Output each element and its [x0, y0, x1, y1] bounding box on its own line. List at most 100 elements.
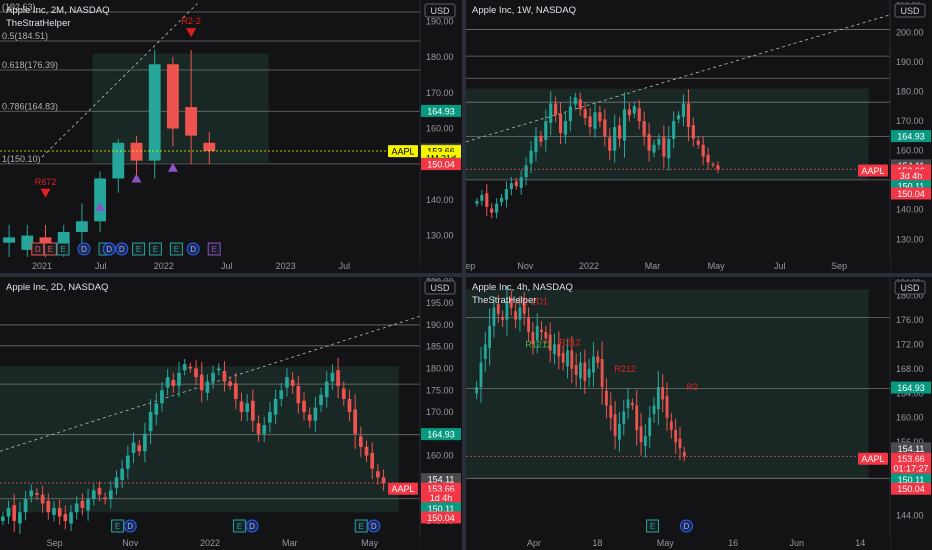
dividend-icon[interactable] [102, 242, 116, 256]
dividend-icon[interactable] [77, 242, 91, 256]
y-tick-label: 175.00 [426, 385, 454, 395]
chart-panel-4h[interactable]: R1-2D1R1212R212R212R2ED144.00148.00152.0… [466, 277, 932, 550]
price-label-text: 150.11 [898, 182, 925, 192]
level-label: 0.618(176.39) [2, 60, 58, 70]
event-letter: D [119, 245, 125, 254]
candle-body [656, 387, 660, 410]
earnings-icon[interactable] [132, 242, 146, 256]
time-axis[interactable] [466, 534, 890, 550]
currency-selector[interactable] [894, 280, 926, 295]
candle-body [35, 493, 39, 495]
currency-label: USD [900, 6, 920, 16]
earnings-icon[interactable] [56, 242, 70, 256]
candle-body [652, 144, 656, 153]
earnings-icon[interactable] [354, 519, 368, 533]
chart-panel-2d[interactable]: EDEDED145.00150.00155.00160.00165.00170.… [0, 277, 462, 550]
dividend-icon[interactable] [367, 519, 381, 533]
candle-body [681, 103, 686, 117]
earnings-icon[interactable] [31, 242, 45, 256]
candle-body [583, 362, 587, 382]
candle-body [495, 203, 499, 213]
candle-body [273, 398, 278, 415]
symbol-tag[interactable] [388, 145, 418, 158]
candle-body [307, 414, 312, 421]
candle-body [74, 503, 79, 513]
time-axis[interactable] [0, 534, 420, 550]
time-axis[interactable] [0, 257, 420, 273]
event-letter: E [48, 245, 53, 254]
y-tick-label: 160.00 [426, 451, 454, 461]
chart-title: Apple Inc, 1W, NASDAQ [472, 5, 576, 16]
candle-body [548, 334, 552, 351]
candle-body [696, 140, 700, 145]
dividend-icon[interactable] [186, 242, 200, 256]
candle-body [535, 325, 539, 341]
symbol-tag[interactable] [388, 482, 418, 495]
candle-body [330, 372, 335, 382]
candle-body [114, 477, 119, 488]
dividend-icon[interactable] [679, 519, 693, 533]
candle-body [341, 388, 346, 399]
y-tick-label: 185.00 [426, 342, 454, 352]
dividend-icon[interactable] [115, 242, 129, 256]
price-label-text: 153.66 [427, 484, 455, 494]
earnings-icon[interactable] [111, 519, 125, 533]
triangle-up-icon [131, 173, 142, 183]
chart-panel-1w[interactable]: 130.00140.00150.00160.00170.00180.00190.… [466, 0, 932, 273]
earnings-icon[interactable] [169, 242, 183, 256]
price-axis[interactable] [420, 0, 462, 273]
candle-body [630, 403, 634, 406]
candle-body [534, 135, 538, 153]
price-label-text: 150.11 [898, 475, 925, 485]
dividend-icon[interactable] [123, 519, 137, 533]
price-label-text: 01:17:27 [893, 463, 928, 473]
currency-selector[interactable] [424, 3, 456, 18]
x-tick-label: 2022 [200, 538, 220, 548]
symbol-tag[interactable] [858, 164, 888, 177]
candle-body [479, 362, 483, 388]
x-tick-label: Sep [47, 538, 63, 548]
candle-body [475, 200, 479, 204]
earnings-icon[interactable] [148, 242, 162, 256]
candle-body [544, 332, 548, 339]
symbol-tag[interactable] [858, 452, 888, 465]
candle-body [52, 507, 56, 515]
candle-body [632, 106, 636, 114]
currency-selector[interactable] [424, 280, 456, 295]
dividend-icon[interactable] [245, 519, 259, 533]
candle-body [499, 197, 504, 203]
y-tick-label: 180.00 [426, 363, 454, 373]
x-tick-label: Jul [774, 261, 786, 271]
candle-body [370, 452, 375, 469]
candle-body [130, 142, 143, 161]
earnings-icon[interactable] [232, 519, 246, 533]
x-tick-label: Jun [789, 538, 804, 548]
candle-body [185, 107, 198, 136]
time-axis[interactable] [466, 257, 890, 273]
candle-body [524, 165, 528, 178]
candle-body [40, 494, 45, 504]
currency-selector[interactable] [894, 3, 926, 18]
price-axis[interactable] [890, 277, 932, 550]
x-tick-label: 2022 [579, 261, 599, 271]
candle-body [103, 497, 107, 500]
chart-panel-2m[interactable]: (192.63) 0.5(184.51) 0.618(176.39) 0.786(16… [0, 0, 462, 273]
candle-body [148, 64, 161, 161]
candle-body [501, 317, 505, 320]
candle-body [112, 142, 125, 179]
target-zone [466, 88, 869, 180]
earnings-icon[interactable] [43, 242, 57, 256]
horizontal-divider[interactable] [0, 273, 932, 277]
candle-body [691, 125, 695, 139]
price-label [421, 428, 461, 441]
chart-svg: (192.63) 0.5(184.51) 0.618(176.39) 0.786(16… [0, 0, 462, 273]
candle-body [613, 127, 617, 151]
x-tick-label: May [657, 538, 675, 548]
y-tick-label: 130.00 [426, 231, 454, 241]
candle-body [568, 106, 572, 122]
candle-body [376, 471, 380, 478]
earnings-icon[interactable] [646, 519, 660, 533]
candle-body [596, 356, 600, 363]
earnings-icon[interactable] [207, 242, 221, 256]
candle-body [549, 103, 553, 123]
